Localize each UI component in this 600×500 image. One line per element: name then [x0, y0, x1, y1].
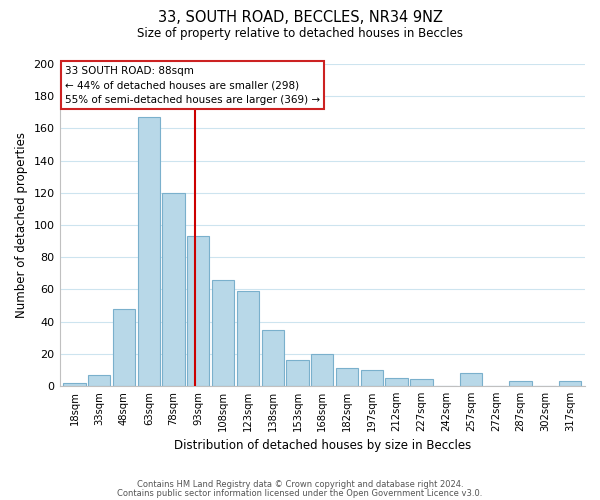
Bar	[286, 360, 308, 386]
Bar	[63, 382, 86, 386]
X-axis label: Distribution of detached houses by size in Beccles: Distribution of detached houses by size …	[173, 440, 471, 452]
Text: Size of property relative to detached houses in Beccles: Size of property relative to detached ho…	[137, 28, 463, 40]
Bar	[88, 374, 110, 386]
Bar	[262, 330, 284, 386]
Bar	[361, 370, 383, 386]
Bar	[460, 373, 482, 386]
Bar	[509, 381, 532, 386]
Text: 33 SOUTH ROAD: 88sqm
← 44% of detached houses are smaller (298)
55% of semi-deta: 33 SOUTH ROAD: 88sqm ← 44% of detached h…	[65, 66, 320, 105]
Bar	[113, 308, 135, 386]
Bar	[137, 117, 160, 386]
Bar	[212, 280, 234, 386]
Bar	[410, 380, 433, 386]
Bar	[559, 381, 581, 386]
Bar	[163, 193, 185, 386]
Text: 33, SOUTH ROAD, BECCLES, NR34 9NZ: 33, SOUTH ROAD, BECCLES, NR34 9NZ	[157, 10, 443, 25]
Bar	[311, 354, 334, 386]
Text: Contains public sector information licensed under the Open Government Licence v3: Contains public sector information licen…	[118, 488, 482, 498]
Bar	[336, 368, 358, 386]
Text: Contains HM Land Registry data © Crown copyright and database right 2024.: Contains HM Land Registry data © Crown c…	[137, 480, 463, 489]
Bar	[187, 236, 209, 386]
Y-axis label: Number of detached properties: Number of detached properties	[15, 132, 28, 318]
Bar	[237, 291, 259, 386]
Bar	[385, 378, 408, 386]
